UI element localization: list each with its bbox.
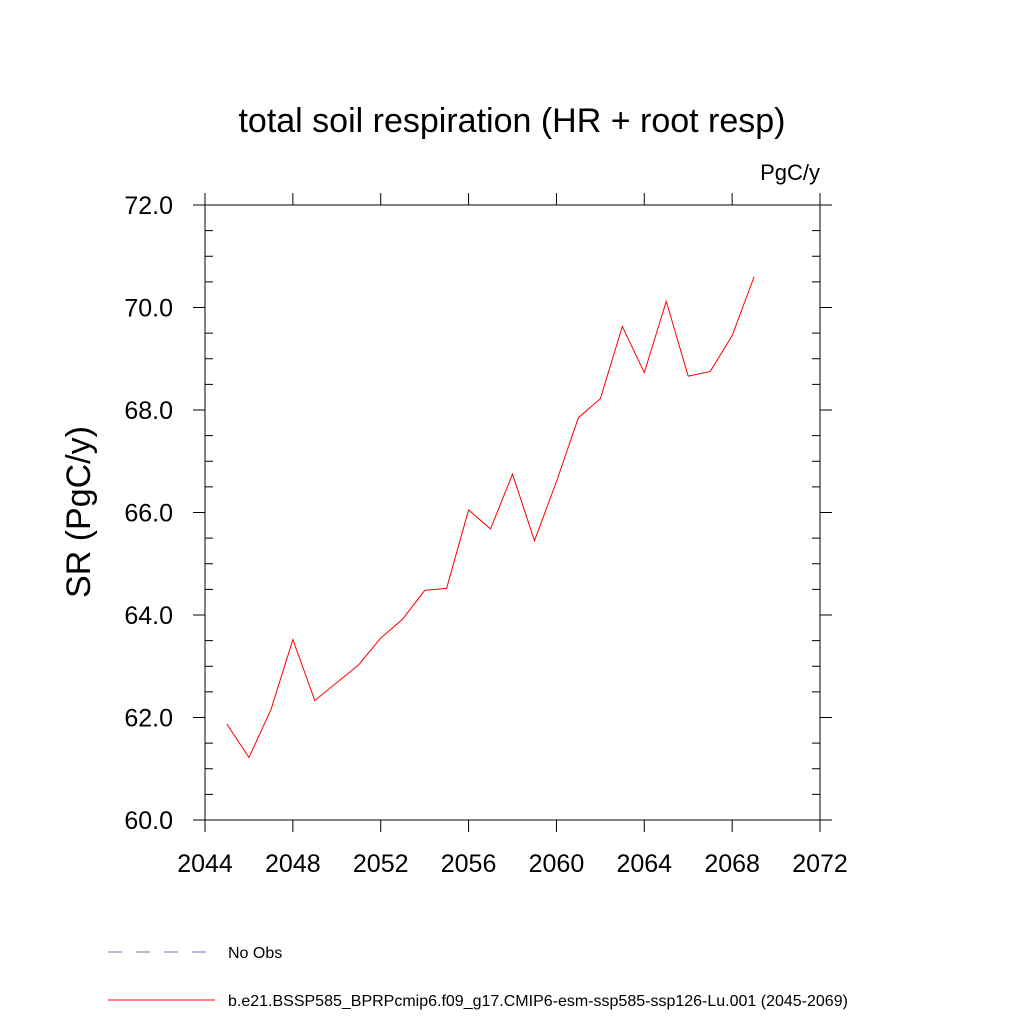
series-layer	[226, 276, 755, 759]
y-tick-label: 70.0	[124, 295, 173, 323]
x-tick-label: 2048	[265, 850, 321, 878]
legend: No Obs b.e21.BSSP585_BPRPcmip6.f09_g17.C…	[108, 945, 848, 1010]
legend-label-run: b.e21.BSSP585_BPRPcmip6.f09_g17.CMIP6-es…	[228, 993, 848, 1010]
y-tick-label: 64.0	[124, 602, 173, 630]
x-tick-label: 2060	[529, 850, 585, 878]
x-tick-label: 2072	[792, 850, 848, 878]
x-tick-label: 2044	[177, 850, 233, 878]
plot-frame	[204, 204, 821, 821]
axis-tick-labels: 2044 2048 2052 2056 2060 2064 2068 2072 60.0 62.0…	[124, 192, 847, 878]
y-tick-label: 66.0	[124, 500, 173, 528]
series-line-0	[226, 276, 755, 759]
axis-ticks	[193, 193, 832, 832]
y-axis-label: SR (PgC/y)	[60, 426, 98, 598]
x-tick-label: 2052	[353, 850, 409, 878]
y-tick-label: 62.0	[124, 705, 173, 733]
units-label: PgC/y	[760, 160, 820, 185]
legend-label-no-obs: No Obs	[228, 945, 282, 962]
x-tick-label: 2064	[616, 850, 672, 878]
y-tick-label: 68.0	[124, 397, 173, 425]
x-tick-label: 2068	[704, 850, 760, 878]
x-tick-label: 2056	[441, 850, 497, 878]
y-tick-label: 60.0	[124, 807, 173, 835]
chart-title: total soil respiration (HR + root resp)	[238, 102, 785, 140]
y-tick-label: 72.0	[124, 192, 173, 220]
